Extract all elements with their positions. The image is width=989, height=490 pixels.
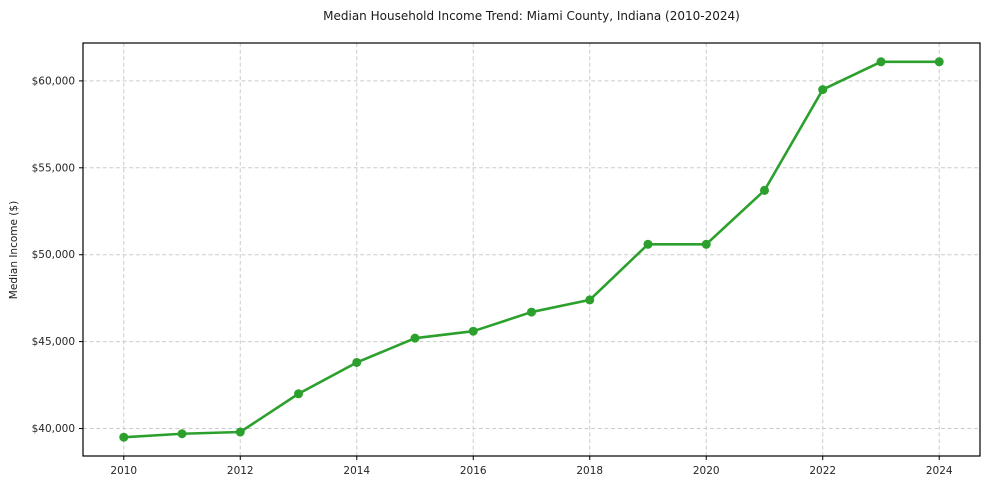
data-point-2013 <box>294 389 304 399</box>
x-tick-label: 2020 <box>693 465 720 477</box>
data-point-2019 <box>643 239 653 249</box>
x-tick-label: 2014 <box>343 465 370 477</box>
y-tick-label: $60,000 <box>32 75 75 87</box>
data-point-2017 <box>527 307 536 317</box>
x-tick-label: 2016 <box>460 465 487 477</box>
data-point-2018 <box>585 295 595 305</box>
chart-title: Median Household Income Trend: Miami Cou… <box>323 9 740 23</box>
data-point-2015 <box>410 333 420 343</box>
y-tick-label: $50,000 <box>32 249 75 261</box>
data-point-2022 <box>818 85 828 95</box>
data-point-2014 <box>352 357 362 367</box>
x-tick-label: 2012 <box>227 465 254 477</box>
y-tick-label: $45,000 <box>32 336 75 348</box>
median-income-line <box>122 60 941 439</box>
plot-border <box>82 42 981 457</box>
data-point-2016 <box>468 326 478 336</box>
data-point-2024 <box>934 57 944 67</box>
data-point-2020 <box>701 239 711 249</box>
x-tick-label: 2018 <box>576 465 603 477</box>
data-point-2023 <box>876 57 886 67</box>
y-tick-label: $40,000 <box>32 423 75 435</box>
x-tick-label: 2024 <box>926 465 953 477</box>
x-tick-label: 2010 <box>110 465 137 477</box>
y-tick-label: $55,000 <box>32 162 75 174</box>
data-point-2011 <box>177 429 187 439</box>
data-point-2010 <box>119 432 129 442</box>
data-point-2021 <box>759 185 769 195</box>
data-point-2012 <box>235 427 245 437</box>
x-tick-label: 2022 <box>809 465 836 477</box>
